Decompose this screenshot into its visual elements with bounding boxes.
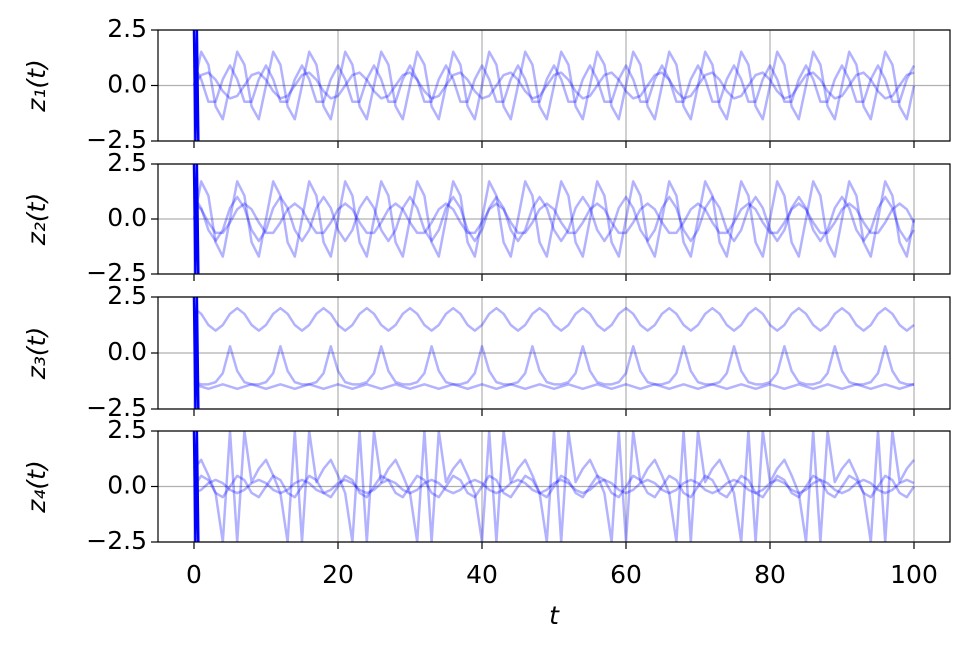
axes-frame: [157, 29, 951, 142]
axes-frame: [157, 163, 951, 275]
series-line: [193, 306, 915, 332]
subplot: −2.5 0.0 2.5 z₃(t): [22, 281, 951, 422]
series-line: [192, 50, 916, 121]
y-tick-label: 2.5: [107, 281, 147, 310]
series-line: [192, 71, 915, 100]
y-tick-label: −2.5: [86, 125, 147, 154]
x-tick-label: 100: [890, 560, 938, 589]
y-tick-label: 0.0: [107, 70, 147, 99]
series-line: [192, 297, 200, 409]
y-tick-label: −2.5: [86, 393, 147, 422]
y-axis-label: z₃(t): [22, 327, 51, 380]
series-line: [193, 478, 915, 495]
y-tick-label: −2.5: [86, 526, 147, 555]
axes-frame: [157, 296, 951, 410]
series-line: [193, 345, 914, 386]
series-line: [192, 195, 916, 243]
subplot: 0 20 40 60 80 100 −2.5 0.0 2.5 z₄(t) t: [22, 415, 951, 630]
series-line: [192, 431, 200, 542]
y-tick-label: −2.5: [86, 258, 147, 287]
axes-frame: [157, 430, 951, 543]
y-tick-label: 2.5: [107, 415, 147, 444]
subplot: −2.5 0.0 2.5 z₁(t): [22, 14, 951, 154]
y-axis-label: z₄(t): [22, 460, 51, 513]
x-tick-label: 20: [322, 560, 354, 589]
y-axis-label: z₂(t): [22, 193, 51, 246]
y-tick-label: 0.0: [107, 471, 147, 500]
y-axis-label: z₁(t): [22, 59, 51, 112]
series-line: [192, 164, 200, 274]
y-tick-label: 2.5: [107, 148, 147, 177]
series-line: [192, 180, 916, 258]
series-line: [193, 431, 915, 542]
y-tick-label: 0.0: [107, 337, 147, 366]
y-tick-label: 0.0: [107, 203, 147, 232]
x-tick-label: 40: [466, 560, 498, 589]
series-line: [193, 202, 916, 235]
x-tick-label: 60: [610, 560, 642, 589]
subplot: −2.5 0.0 2.5 z₂(t): [22, 148, 951, 287]
x-tick-label: 80: [754, 560, 786, 589]
x-axis-label: t: [549, 601, 560, 630]
y-tick-label: 2.5: [107, 14, 147, 43]
x-tick-label: 0: [186, 560, 202, 589]
series-line: [193, 383, 915, 391]
series-line: [192, 474, 916, 499]
series-line: [192, 64, 916, 103]
series-line: [192, 30, 200, 141]
